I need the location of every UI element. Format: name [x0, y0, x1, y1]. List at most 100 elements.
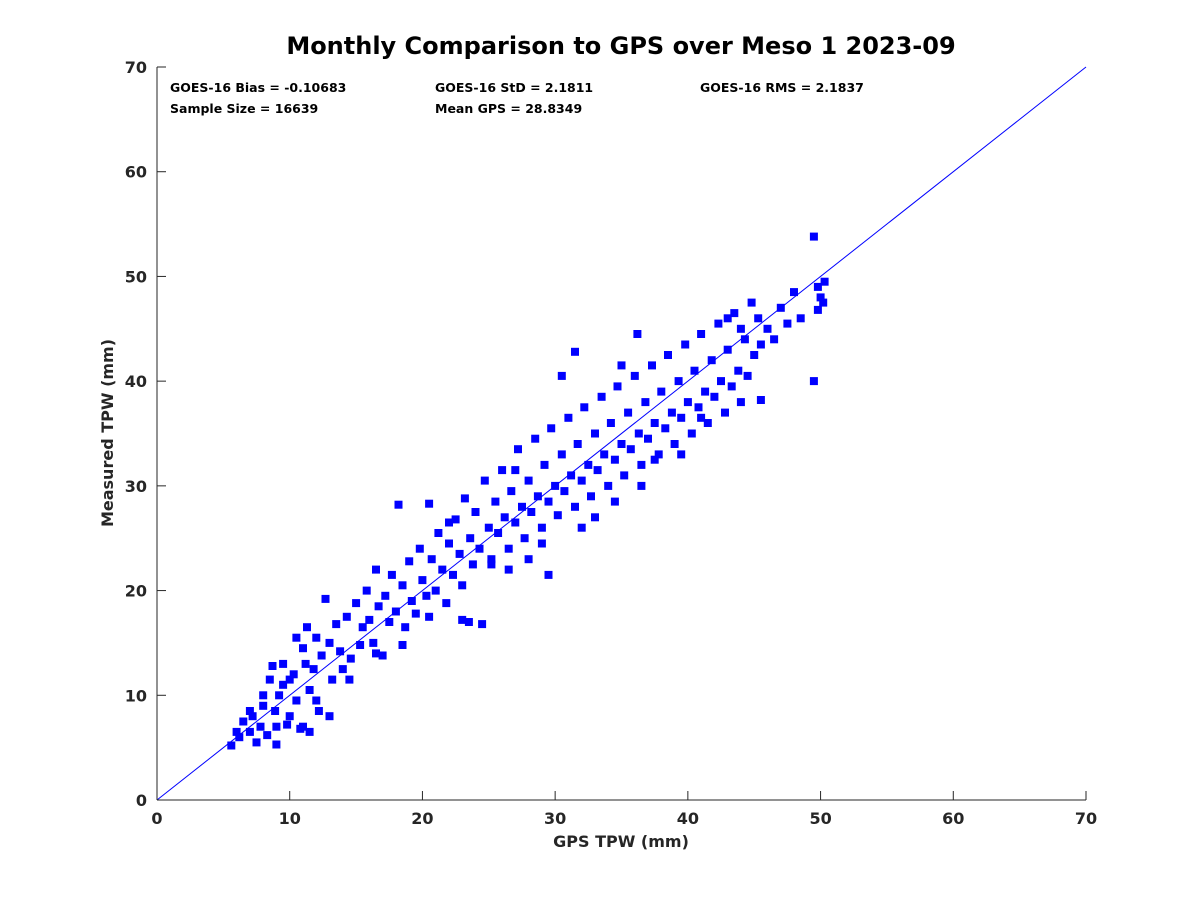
- scatter-point: [756, 340, 765, 349]
- scatter-point: [494, 529, 503, 537]
- scatter-point: [289, 670, 298, 679]
- scatter-point: [553, 511, 562, 520]
- scatter-point: [299, 722, 307, 731]
- scatter-point: [504, 565, 513, 574]
- scatter-point: [624, 408, 633, 417]
- scatter-point: [584, 460, 593, 469]
- scatter-point: [272, 740, 281, 749]
- scatter-point: [714, 319, 723, 328]
- y-axis-label: Measured TPW (mm): [98, 339, 117, 527]
- scatter-point: [533, 492, 542, 501]
- scatter-point: [431, 586, 440, 595]
- scatter-point: [328, 675, 337, 684]
- scatter-point: [783, 319, 792, 328]
- scatter-point: [697, 330, 706, 338]
- scatter-point: [630, 371, 639, 380]
- scatter-point: [544, 497, 553, 506]
- x-axis-label: GPS TPW (mm): [553, 832, 689, 851]
- scatter-point: [597, 392, 606, 401]
- scatter-point: [418, 576, 427, 585]
- scatter-point: [756, 396, 765, 404]
- scatter-point: [809, 232, 818, 241]
- scatter-point: [648, 361, 656, 370]
- scatter-point: [362, 586, 371, 595]
- scatter-point: [475, 544, 484, 553]
- stats-annotations: GOES-16 Bias = -0.10683 GOES-16 StD = 2.…: [170, 80, 864, 116]
- scatter-point: [507, 487, 516, 496]
- scatter-point: [571, 347, 579, 356]
- scatter-point: [770, 335, 779, 344]
- scatter-point: [259, 691, 268, 700]
- scatter-point: [677, 413, 686, 422]
- scatter-point: [263, 731, 272, 740]
- scatter-point: [654, 450, 663, 459]
- scatter-point: [500, 513, 509, 522]
- scatter-point: [637, 460, 646, 469]
- scatter-point: [471, 508, 480, 516]
- scatter-point: [394, 500, 403, 509]
- scatter-point: [613, 382, 622, 391]
- y-tick-label: 60: [125, 163, 147, 182]
- scatter-point: [634, 429, 643, 438]
- scatter-point: [796, 314, 805, 323]
- scatter-point: [285, 675, 294, 684]
- scatter-point: [398, 581, 407, 590]
- scatter-point: [374, 602, 383, 611]
- scatter-point: [813, 282, 822, 291]
- scatter-point: [301, 659, 310, 668]
- scatter-point: [268, 662, 277, 670]
- scatter-point: [427, 555, 436, 564]
- scatter-point: [730, 309, 739, 318]
- scatter-point: [256, 722, 265, 731]
- scatter-point: [697, 413, 706, 422]
- scatter-point: [405, 557, 414, 566]
- scatter-point: [245, 727, 254, 736]
- scatter-point: [468, 560, 477, 569]
- x-tick-label: 0: [151, 809, 162, 828]
- scatter-point: [259, 701, 268, 710]
- scatter-point: [279, 680, 288, 689]
- scatter-point: [617, 361, 626, 370]
- scatter-point: [438, 565, 447, 574]
- scatter-point: [425, 612, 434, 621]
- scatter-point: [365, 615, 374, 624]
- scatter-point: [531, 434, 540, 443]
- scatter-point: [239, 717, 248, 726]
- scatter-point: [587, 492, 595, 501]
- scatter-point: [401, 623, 410, 632]
- scatter-point: [674, 377, 683, 386]
- scatter-point: [683, 398, 692, 407]
- scatter-point: [610, 497, 619, 506]
- scatter-point: [710, 392, 719, 401]
- scatter-point: [633, 330, 642, 338]
- scatter-point: [610, 455, 619, 464]
- scatter-point: [560, 487, 569, 496]
- scatter-point: [455, 549, 464, 558]
- scatter-point: [464, 618, 473, 626]
- scatter-point: [336, 647, 345, 656]
- scatter-point: [617, 440, 626, 448]
- scatter-point: [415, 544, 424, 553]
- scatter-point: [763, 324, 772, 333]
- stat-rms: GOES-16 RMS = 2.1837: [700, 80, 864, 95]
- scatter-point: [524, 555, 533, 564]
- scatter-point: [518, 502, 526, 511]
- y-tick-label: 0: [136, 791, 147, 810]
- scatter-point: [723, 314, 732, 323]
- scatter-point: [717, 377, 725, 386]
- scatter-point: [650, 419, 659, 427]
- scatter-point: [325, 712, 334, 721]
- scatter-point: [356, 641, 365, 649]
- scatter-point: [478, 620, 487, 629]
- scatter-point: [511, 466, 520, 475]
- scatter-point: [593, 466, 602, 475]
- x-tick-label: 70: [1075, 809, 1097, 828]
- stat-mean-gps: Mean GPS = 28.8349: [435, 101, 582, 116]
- scatter-point: [571, 502, 579, 511]
- scatter-point: [498, 466, 507, 475]
- scatter-point: [466, 534, 475, 543]
- x-tick-label: 20: [411, 809, 433, 828]
- scatter-point: [445, 518, 453, 527]
- y-tick-label: 40: [125, 372, 147, 391]
